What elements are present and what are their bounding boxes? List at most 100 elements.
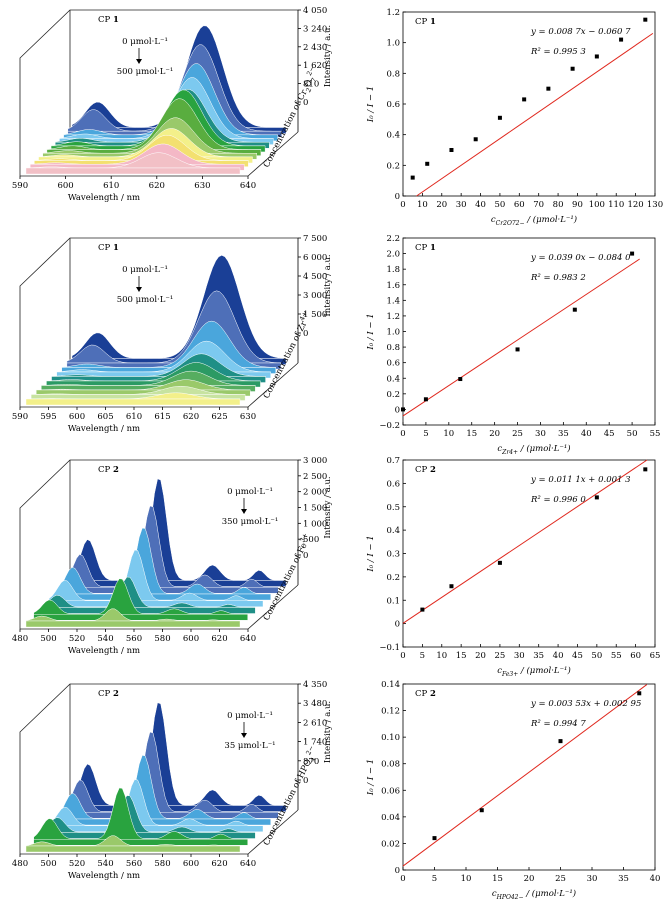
y-tick-label: 0.3 [386, 550, 400, 560]
y-tick-label: 0.08 [381, 760, 400, 770]
y-tick-label: 1.8 [386, 265, 400, 275]
spectrum-series [25, 152, 240, 169]
y-tick-label: 2.2 [386, 234, 400, 244]
y-tick-label: 1.4 [386, 296, 400, 306]
data-point [432, 836, 437, 841]
spectrum-base [33, 614, 248, 621]
z-axis-title: Intensity / a.u. [323, 701, 333, 763]
spectrum-series [25, 835, 240, 847]
x-tick-label: 60 [630, 651, 641, 661]
sample-label: CP 2 [98, 465, 119, 475]
z-tick-label: 6 000 [303, 253, 327, 263]
fit-r-squared: R² = 0.996 0 [530, 495, 586, 505]
data-point [423, 397, 428, 402]
box-edge [19, 683, 298, 854]
sample-label: CP 2 [415, 689, 436, 699]
fit-line [402, 684, 648, 867]
sample-label: CP 2 [98, 689, 119, 699]
data-point [630, 251, 635, 256]
y-tick-label: 0.12 [381, 707, 400, 717]
spectrum-base [25, 398, 241, 406]
x-tick-label: 0 [400, 200, 405, 210]
fit-panel-2: 0 5 10 15 20 25 30 35 40 45 50 55−0.200.20.40.60.81… [366, 234, 660, 456]
x-tick-label: 595 [40, 412, 56, 422]
spectrum-series [46, 98, 261, 150]
z-tick-label: 2 430 [303, 43, 327, 53]
x-tick-label: 5 [420, 651, 425, 661]
x-tick-label: 580 [154, 859, 170, 869]
spectra-panel-3: 480 500 520 540 560 580 600 620 640 Wavelength / … [12, 456, 333, 656]
spectrum-series [38, 128, 254, 158]
plot-frame [402, 459, 656, 648]
x-tick-label: 640 [240, 859, 256, 869]
spectrum-series [29, 143, 245, 165]
y-tick-label: 0.5 [386, 503, 400, 513]
spectrum-series [48, 549, 264, 602]
x-tick-label: 35 [618, 874, 629, 884]
sample-label: CP 1 [98, 15, 119, 25]
y-tick-label: 0.1 [386, 596, 400, 606]
annotation-end-conc: 500 μmol·L⁻¹ [117, 295, 174, 305]
x-tick-label: 615 [154, 412, 170, 422]
y-tick-label: 1.0 [386, 39, 400, 49]
x-tick-label: 25 [555, 874, 566, 884]
y-tick-label: 0.2 [386, 161, 400, 171]
x-tick-label: 70 [533, 200, 544, 210]
spectra-panel-4: 480 500 520 540 560 580 600 620 640 Wavelength / … [12, 680, 333, 881]
x-tick-label: 40 [475, 200, 486, 210]
data-point [558, 739, 563, 744]
spectrum-base [25, 620, 241, 628]
annotation-arrowhead [136, 287, 142, 292]
x-tick-label: 45 [572, 651, 583, 661]
x-tick-label: 55 [611, 651, 622, 661]
fit-equation: y = 0.003 53x + 0.002 95 [530, 699, 641, 709]
data-point [425, 161, 430, 166]
spectrum-series [42, 117, 258, 154]
z-tick-label: 0 [303, 776, 308, 786]
spectrum-series [48, 779, 264, 827]
sample-label: CP 1 [415, 243, 436, 253]
x-tick-label: 0 [400, 429, 405, 439]
y-tick-label: 0.7 [386, 456, 400, 466]
x-tick-label: 600 [69, 412, 85, 422]
x-tick-label: 0 [400, 874, 405, 884]
z-tick-label: 0 [303, 98, 308, 108]
data-point [594, 495, 599, 500]
y-tick-label: 0.8 [386, 343, 400, 353]
x-tick-label: 480 [12, 634, 28, 644]
x-tick-label: 15 [456, 651, 467, 661]
x-axis-title: cFe3+ / (μmol·L⁻¹) [497, 665, 571, 678]
spectrum-base [25, 167, 241, 175]
y-axis-title: I₀ / I − 1 [366, 313, 376, 350]
depth-axis-title: Concentration of Cr2O72− [259, 65, 323, 170]
z-axis-title: Intensity / a.u. [323, 254, 333, 316]
z-tick-label: 870 [303, 757, 319, 767]
spectrum-series [33, 787, 249, 840]
data-point [637, 691, 642, 696]
z-tick-label: 7 500 [303, 234, 327, 244]
data-point [643, 17, 648, 22]
spectrum-series [71, 478, 287, 581]
y-tick-label: −0.2 [379, 421, 400, 431]
x-tick-label: 610 [103, 181, 119, 191]
x-tick-label: 120 [627, 200, 643, 210]
spectrum-series [41, 576, 256, 608]
z-axis-title: Intensity / a.u. [323, 476, 333, 538]
spectrum-series [41, 795, 256, 833]
x-tick-label: 130 [647, 200, 663, 210]
z-axis-title: Intensity / a.u. [323, 25, 333, 87]
z-tick-label: 4 050 [303, 6, 327, 16]
depth-axis-title: Concentration of HPO42− [259, 744, 322, 848]
fit-equation: y = 0.011 1x + 0.001 3 [530, 475, 631, 485]
x-tick-label: 600 [183, 634, 199, 644]
fit-panel-3: 0 5 10 15 20 25 30 35 40 45 50 55 60 65−0.100.10.20.3… [366, 456, 660, 678]
fit-r-squared: R² = 0.994 7 [530, 719, 586, 729]
z-tick-label: 1 500 [303, 504, 327, 514]
x-tick-label: 15 [466, 429, 477, 439]
fit-r-squared: R² = 0.995 3 [530, 47, 586, 57]
y-tick-label: 0.4 [386, 526, 400, 536]
annotation-arrowhead [241, 733, 247, 738]
data-point [546, 86, 551, 91]
x-axis-title: Wavelength / nm [68, 871, 140, 881]
sample-label: CP 1 [98, 243, 119, 253]
